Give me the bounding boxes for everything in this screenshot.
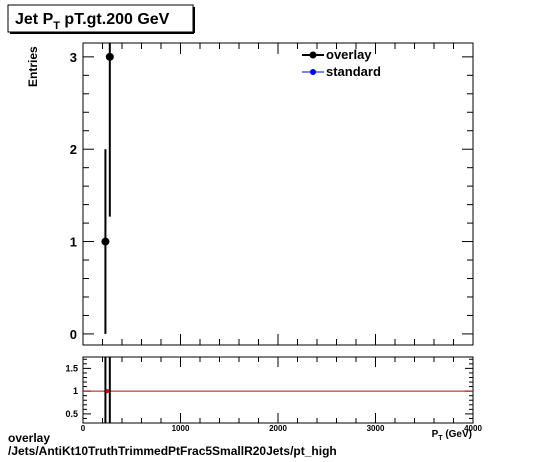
ratio-xtick-label: 2000 <box>269 424 287 433</box>
main-ytick-labels: 0 1 2 3 <box>70 50 77 342</box>
ratio-xtick-label: 0 <box>81 424 86 433</box>
chart-title: Jet PT pT.gt.200 GeV <box>15 11 170 32</box>
main-ytick-label: 1 <box>70 235 77 250</box>
footer-line-2: /Jets/AntiKt10TruthTrimmedPtFrac5SmallR2… <box>8 444 337 458</box>
footer-line-1: overlay <box>8 431 51 445</box>
main-plot-frame <box>82 42 474 346</box>
main-ytick-label: 0 <box>70 327 77 342</box>
ratio-point <box>105 389 110 394</box>
ratio-ytick-labels: 0.5 1 1.5 <box>65 363 78 419</box>
main-ytick-label: 3 <box>70 50 77 65</box>
ratio-xtick-label: 3000 <box>367 424 385 433</box>
legend-label-standard: standard <box>326 64 381 79</box>
ratio-ytick-label: 1 <box>73 386 78 396</box>
main-axis-ticks <box>82 43 474 345</box>
x-axis-label-rest: (GeV) <box>443 429 472 440</box>
ratio-axis-ticks <box>82 357 474 423</box>
y-axis-label: Entries <box>26 46 40 87</box>
ratio-xtick-label: 1000 <box>172 424 190 433</box>
legend-swatch-standard-marker <box>310 69 316 75</box>
footer-caption: overlay /Jets/AntiKt10TruthTrimmedPtFrac… <box>8 432 337 458</box>
chart-title-rest: pT.gt.200 GeV <box>60 11 170 28</box>
chart-title-sub: T <box>53 20 60 32</box>
legend-swatch-overlay-marker <box>309 51 317 59</box>
ratio-ytick-label: 1.5 <box>65 363 78 373</box>
ratio-xtick-label: 4000 <box>464 424 482 433</box>
x-axis-label: PT (GeV) <box>432 429 472 442</box>
ratio-data-marks <box>83 357 473 423</box>
overlay-point <box>101 237 110 246</box>
x-axis-label-main: P <box>432 429 439 440</box>
ratio-xtick-labels: 0 1000 2000 3000 4000 <box>81 424 483 433</box>
legend: overlay standard <box>302 47 381 79</box>
ratio-plot-frame <box>82 356 474 424</box>
chart-title-main: Jet P <box>15 11 54 28</box>
main-data-marks <box>101 43 114 334</box>
legend-label-overlay: overlay <box>326 47 372 62</box>
overlay-point <box>105 52 114 61</box>
ratio-ytick-label: 0.5 <box>65 409 78 419</box>
main-ytick-label: 2 <box>70 142 77 157</box>
x-axis-label-sub: T <box>438 435 443 442</box>
